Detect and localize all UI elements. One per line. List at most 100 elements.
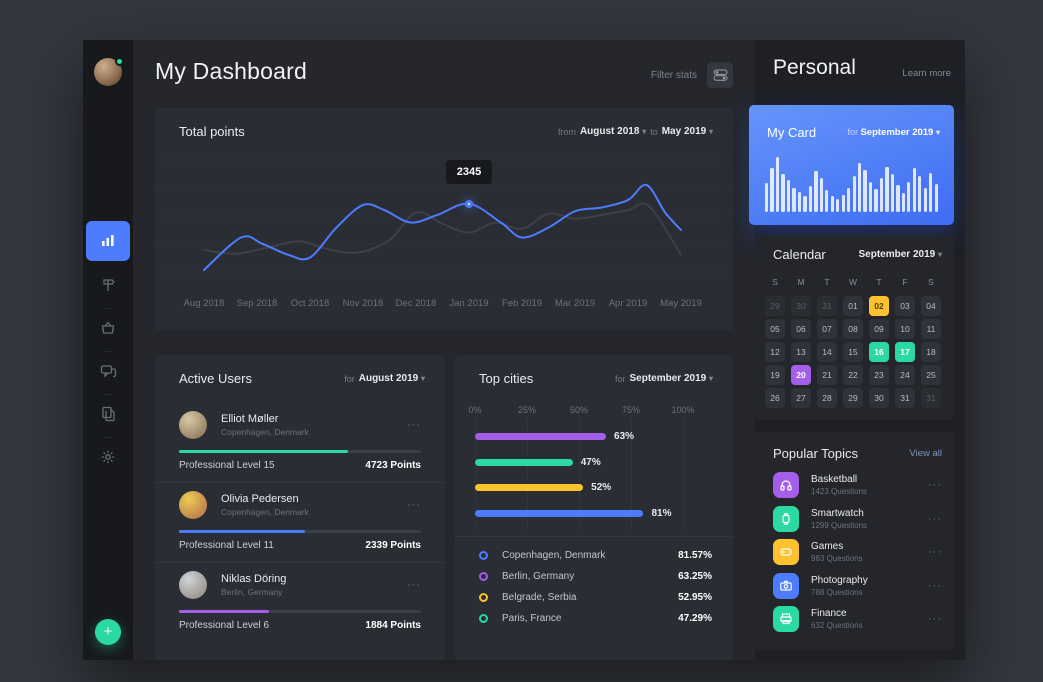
calendar-day[interactable]: 26	[765, 388, 785, 408]
axis-tick-label: 75%	[621, 405, 640, 415]
topic-menu-button[interactable]: ···	[928, 579, 942, 592]
calendar-day[interactable]: 12	[765, 342, 785, 362]
filter-stats-button[interactable]	[707, 62, 733, 88]
legend-row: Paris, France 47.29%	[479, 608, 712, 629]
card-bar	[808, 186, 813, 212]
topic-menu-button[interactable]: ···	[928, 613, 942, 625]
calendar-month-dropdown[interactable]: September 2019 ▾	[858, 249, 942, 260]
calendar-day[interactable]: 22	[843, 365, 863, 385]
gamepad-icon	[780, 548, 792, 556]
calendar-day[interactable]: 11	[921, 319, 941, 339]
calendar-day[interactable]: 31	[895, 388, 915, 408]
topic-icon-tile	[773, 572, 799, 599]
sidebar-item-dashboard[interactable]	[86, 221, 130, 261]
active-users-month-dropdown[interactable]: August 2019 ▾	[358, 373, 425, 384]
user-avatar[interactable]	[94, 57, 124, 86]
calendar-day[interactable]: 30	[791, 296, 811, 316]
sidebar-item-messages[interactable]	[83, 358, 133, 384]
topic-menu-button[interactable]: ···	[928, 512, 942, 525]
topic-row[interactable]: Games 983 Questions ···	[773, 537, 942, 567]
calendar-day[interactable]: 05	[765, 319, 785, 339]
calendar-day[interactable]: 16	[869, 342, 889, 362]
calendar-day[interactable]: 24	[895, 365, 915, 385]
topic-row[interactable]: Smartwatch 1299 Questions ···	[773, 504, 942, 534]
calendar-panel: Calendar September 2019 ▾ S M T W T F S 29 30 31 0…	[755, 235, 954, 420]
x-tick-label: Sep 2018	[236, 298, 278, 309]
user-menu-button[interactable]: ···	[407, 579, 421, 591]
card-bar	[819, 178, 823, 212]
card-bar	[934, 184, 938, 212]
user-meta: Professional Level 15 4723 Points	[179, 460, 421, 471]
calendar-day[interactable]: 14	[817, 342, 837, 362]
calendar-day[interactable]: 15	[843, 342, 863, 362]
my-card-month-dropdown[interactable]: September 2019 ▾	[860, 127, 940, 138]
to-month-dropdown[interactable]: May 2019 ▾	[661, 126, 713, 137]
online-status-dot	[115, 57, 124, 66]
chart-highlight-dot[interactable]	[465, 199, 473, 208]
bar-chart-icon	[102, 235, 114, 246]
calendar-day[interactable]: 30	[869, 388, 889, 408]
calendar-day[interactable]: 21	[817, 365, 837, 385]
topic-row[interactable]: Finance 632 Questions ···	[773, 604, 942, 634]
sidebar-item-documents[interactable]	[83, 401, 133, 427]
calendar-day[interactable]: 20	[791, 365, 811, 385]
user-photo	[179, 491, 207, 519]
calendar-day[interactable]: 04	[921, 296, 941, 316]
learn-more-link[interactable]: Learn more	[902, 68, 951, 79]
calendar-day[interactable]: 18	[921, 342, 941, 362]
personal-title: Personal	[773, 56, 856, 79]
calendar-day[interactable]: 13	[791, 342, 811, 362]
card-bar	[918, 176, 922, 212]
calendar-day[interactable]: 25	[921, 365, 941, 385]
calendar-day[interactable]: 02	[869, 296, 889, 316]
sidebar-item-milestones[interactable]	[83, 272, 133, 298]
topic-row[interactable]: Photography 788 Questions ···	[773, 571, 942, 601]
calendar-day[interactable]: 09	[869, 319, 889, 339]
calendar-day[interactable]: 17	[895, 342, 915, 362]
row-divider	[155, 562, 445, 563]
topic-menu-button[interactable]: ···	[928, 546, 942, 558]
user-menu-button[interactable]: ···	[407, 419, 421, 431]
user-head: Elliot Møller Copenhagen, Denmark ···	[179, 411, 421, 439]
calendar-day[interactable]: 28	[817, 388, 837, 408]
user-name: Olivia Pedersen	[221, 493, 299, 505]
calendar-day[interactable]: 23	[869, 365, 889, 385]
user-photo	[179, 571, 207, 599]
calendar-day[interactable]: 06	[791, 319, 811, 339]
legend-ring-icon	[479, 551, 488, 560]
calendar-day[interactable]: 01	[843, 296, 863, 316]
view-all-link[interactable]: View all	[909, 448, 942, 459]
sidebar-item-settings[interactable]	[83, 444, 133, 470]
calendar-day-header: M	[797, 277, 805, 287]
page-title: My Dashboard	[155, 58, 307, 84]
calendar-day[interactable]: 31	[921, 388, 941, 408]
axis-tick-label: 50%	[569, 405, 588, 415]
legend-separator	[455, 536, 733, 537]
calendar-day[interactable]: 08	[843, 319, 863, 339]
top-cities-month-dropdown[interactable]: September 2019 ▾	[629, 373, 713, 384]
from-month-dropdown[interactable]: August 2018 ▾	[579, 126, 647, 137]
topic-row[interactable]: Basketball 1423 Questions ···	[773, 470, 942, 500]
user-points: 4723 Points	[365, 460, 421, 471]
calendar-day[interactable]: 19	[765, 365, 785, 385]
calendar-day[interactable]: 31	[817, 296, 837, 316]
total-points-panel: Total points from August 2018 ▾ to May 2…	[155, 108, 733, 330]
legend-city: Paris, France	[502, 613, 562, 624]
add-button[interactable]: +	[95, 619, 121, 645]
calendar-day[interactable]: 27	[791, 388, 811, 408]
signpost-icon	[103, 279, 115, 291]
user-info: Elliot Møller Copenhagen, Denmark	[221, 413, 407, 437]
calendar-day[interactable]: 29	[765, 296, 785, 316]
series-secondary	[203, 202, 682, 256]
x-tick-label: Oct 2018	[290, 298, 330, 309]
calendar-day[interactable]: 03	[895, 296, 915, 316]
calendar-day[interactable]: 10	[895, 319, 915, 339]
topic-menu-button[interactable]: ···	[928, 479, 942, 491]
my-card[interactable]: My Card for September 2019 ▾	[749, 105, 954, 225]
sidebar-item-shop[interactable]	[83, 315, 133, 341]
user-menu-button[interactable]: ···	[407, 499, 421, 511]
calendar-day[interactable]: 29	[843, 388, 863, 408]
city-bar-value: 81%	[651, 507, 672, 519]
card-bar	[814, 171, 818, 212]
calendar-day[interactable]: 07	[817, 319, 837, 339]
